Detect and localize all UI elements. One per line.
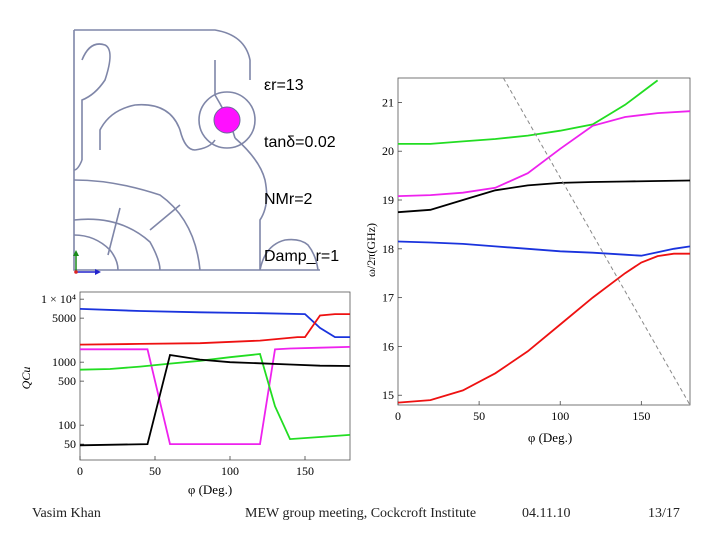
footer-date: 04.11.10 <box>522 506 571 521</box>
param-damping: Damp_r=1 <box>264 248 340 265</box>
quality-plot-frame <box>79 291 351 461</box>
frequency-series-green <box>398 79 659 145</box>
quality-series-red <box>79 313 350 346</box>
frequency-plot-frame <box>397 77 691 406</box>
quality-xtick-label: 50 <box>149 464 161 478</box>
quality-xtick-label: 100 <box>221 464 239 478</box>
cavity-mesh-image <box>60 20 330 275</box>
frequency-series-magenta <box>397 110 691 197</box>
param-mesh-refinement: NMr=2 <box>264 191 313 208</box>
quality-xlabel: φ (Deg.) <box>188 482 232 497</box>
dielectric-rod <box>213 106 241 134</box>
quality-series-blue <box>79 308 350 338</box>
quality-ytick-label: 5000 <box>52 311 76 325</box>
frequency-ytick-label: 15 <box>382 388 394 402</box>
frequency-ytick-label: 18 <box>382 242 394 256</box>
frequency-ytick-label: 19 <box>382 193 394 207</box>
frequency-chart: 0 50 100 150 15 16 17 18 19 20 21 ω/2π(GHz) φ (Deg… <box>364 77 691 445</box>
quality-xtick-label: 0 <box>77 464 83 478</box>
param-permittivity: εr=13 <box>264 77 304 94</box>
frequency-xtick-label: 50 <box>473 409 485 423</box>
footer-author: Vasim Khan <box>32 506 101 521</box>
frequency-ytick-label: 16 <box>382 339 394 353</box>
simulation-parameters: εr=13 tanδ=0.02 NMr=2 Damp_r=1 <box>264 38 339 285</box>
quality-ytick-label: 100 <box>58 418 76 432</box>
frequency-ylabel: ω/2π(GHz) <box>364 223 378 277</box>
param-loss-tangent: tanδ=0.02 <box>264 134 336 151</box>
quality-series-green <box>79 353 351 441</box>
quality-ylabel: QCu <box>20 367 33 390</box>
quality-ytick-label: 500 <box>58 374 76 388</box>
dielectric-outline <box>198 91 256 149</box>
frequency-series-blue <box>397 240 691 257</box>
frequency-ytick-label: 17 <box>382 291 394 305</box>
quality-series-black <box>79 353 351 447</box>
quality-ytick-label: 50 <box>64 437 76 451</box>
footer-page-number: 13/17 <box>648 506 680 521</box>
frequency-series-red <box>397 252 690 404</box>
frequency-ytick-label: 21 <box>382 95 394 109</box>
frequency-xtick-label: 150 <box>632 409 650 423</box>
frequency-xtick-label: 0 <box>395 409 401 423</box>
axis-triad <box>73 250 101 275</box>
frequency-ytick-label: 20 <box>382 144 394 158</box>
quality-ytick-label: 1000 <box>52 355 76 369</box>
footer-event: MEW group meeting, Cockcroft Institute <box>245 506 477 521</box>
frequency-xtick-label: 100 <box>551 409 569 423</box>
frequency-series-black <box>397 179 691 214</box>
frequency-xlabel: φ (Deg.) <box>528 430 572 445</box>
quality-ytick-label: 1 × 10⁴ <box>41 292 76 306</box>
quality-xtick-label: 150 <box>296 464 314 478</box>
